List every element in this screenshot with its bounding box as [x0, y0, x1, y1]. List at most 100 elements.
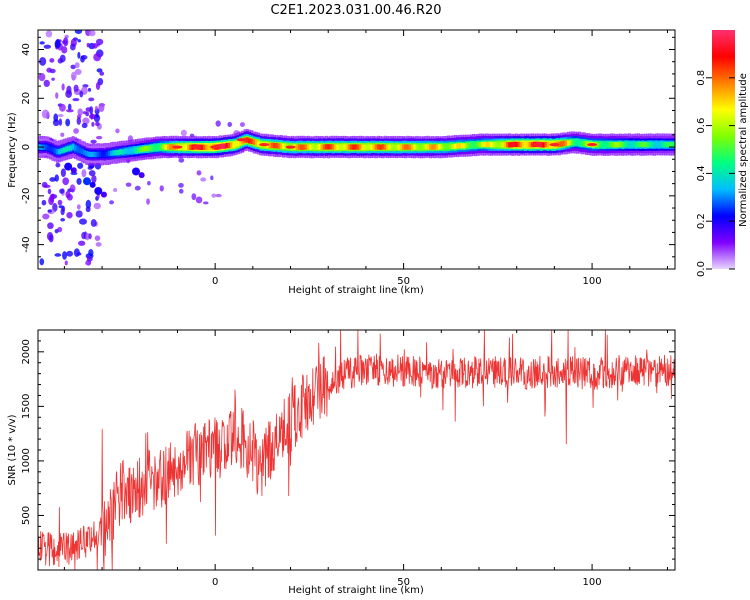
ridge-cell	[496, 142, 500, 148]
noise-blob	[95, 121, 100, 127]
ridge-cell	[451, 143, 455, 150]
x-tick-label: 50	[397, 276, 410, 287]
ridge-cell	[573, 139, 577, 146]
noise-blob	[38, 73, 46, 82]
ridge-cell	[410, 144, 414, 151]
ridge-cell	[227, 142, 231, 149]
noise-blob	[47, 209, 52, 213]
ridge-cell	[114, 150, 118, 156]
noise-blob	[70, 71, 77, 80]
ridge-cell	[643, 141, 647, 148]
ridge-cell	[408, 144, 412, 151]
noise-blob	[49, 68, 56, 74]
ridge-cell	[46, 145, 50, 151]
noise-blob	[81, 122, 88, 129]
noise-blob	[43, 184, 51, 188]
noise-blob	[54, 228, 59, 234]
ridge-cell	[306, 144, 310, 150]
noise-blob	[99, 71, 105, 76]
ridge-cell	[429, 144, 432, 150]
ridge-cell	[383, 144, 387, 150]
noise-blob	[65, 118, 71, 127]
ridge-cell	[521, 141, 525, 148]
ridge-cell	[157, 144, 161, 150]
ridge-cell	[462, 143, 466, 149]
noise-blob	[82, 111, 88, 115]
ridge-cell	[220, 143, 224, 149]
noise-blob	[69, 184, 76, 193]
noise-blob	[95, 242, 102, 247]
ridge-cell	[603, 142, 607, 148]
ridge-cell	[225, 142, 229, 149]
noise-blob	[62, 177, 70, 186]
ridge-cell	[447, 144, 450, 150]
noise-blob	[87, 87, 92, 92]
ridge-cell	[585, 141, 588, 147]
noise-blob	[49, 177, 57, 182]
ridge-cell	[374, 144, 378, 150]
ridge-cell	[128, 148, 132, 154]
ridge-cell	[53, 148, 57, 154]
ridge-cell	[442, 144, 446, 150]
ridge-cell	[435, 144, 439, 150]
noise-blob	[61, 83, 65, 91]
ridge-cell	[107, 150, 111, 157]
ridge-cell	[282, 143, 285, 149]
ridge-cell	[148, 145, 152, 151]
ridge-cell	[377, 144, 380, 150]
noise-blob	[41, 199, 47, 206]
ridge-cell	[62, 147, 66, 153]
ridge-cell	[612, 142, 616, 148]
noise-blob	[94, 105, 98, 111]
ridge-cell	[349, 144, 353, 150]
noise-blob	[180, 129, 187, 137]
ridge-cell	[578, 140, 582, 146]
ridge-cell	[630, 141, 634, 148]
ridge-cell	[544, 141, 548, 148]
noise-blob	[178, 182, 184, 188]
ridge-cell	[302, 144, 306, 150]
ridge-cell	[80, 148, 84, 154]
y-tick-label: 500	[21, 506, 32, 525]
noise-blob	[60, 217, 66, 222]
ridge-cell	[184, 144, 188, 150]
ridge-cell	[257, 141, 261, 147]
ridge-peak	[587, 143, 598, 147]
noise-blob	[80, 55, 85, 63]
noise-blob	[64, 260, 68, 266]
ridge-cell	[159, 144, 163, 151]
noise-blob	[63, 37, 69, 47]
ridge-cell	[478, 141, 482, 148]
noise-blob	[147, 181, 151, 186]
ridge-cell	[232, 142, 236, 148]
ridge-cell	[637, 141, 640, 148]
noise-blob	[72, 97, 80, 102]
ridge-cell	[78, 147, 82, 154]
noise-blob	[93, 53, 102, 62]
ridge-cell	[433, 144, 437, 150]
noise-blob	[49, 58, 55, 63]
spectrogram-frame	[37, 29, 676, 270]
ridge-cell	[609, 141, 613, 148]
noise-blob	[85, 199, 92, 209]
ridge-cell	[557, 141, 561, 148]
ridge-cell	[616, 142, 620, 148]
ridge-cell	[519, 142, 523, 148]
noise-blob	[215, 193, 222, 198]
ridge-cell	[182, 144, 186, 150]
noise-blob	[90, 139, 97, 144]
ridge-cell	[144, 145, 147, 152]
ridge-cell	[671, 141, 674, 148]
noise-blob	[74, 30, 83, 35]
noise-blob	[73, 128, 79, 134]
ridge-cell	[614, 141, 618, 148]
ridge-cell	[514, 141, 518, 148]
ridge-cell	[641, 142, 645, 148]
ridge-cell	[485, 141, 489, 148]
noise-blob	[91, 174, 97, 184]
ridge-cell	[487, 141, 491, 148]
noise-blob	[54, 174, 59, 182]
noise-blob	[47, 222, 54, 230]
ridge-cell	[105, 151, 109, 157]
